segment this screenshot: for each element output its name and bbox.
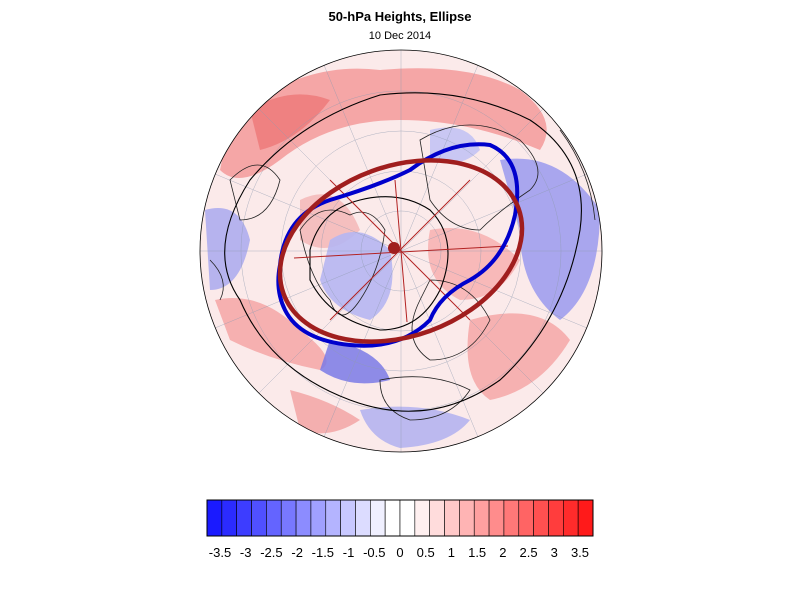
colorbar-swatch: [340, 499, 356, 537]
colorbar-tick-label: -0.5: [363, 545, 385, 560]
colorbar-swatch: [355, 499, 371, 537]
polar-map: [199, 49, 603, 453]
colorbar-frame: [206, 499, 594, 537]
colorbar-tick-label: 2: [499, 545, 506, 560]
colorbar-swatch: [310, 499, 327, 537]
colorbar-swatch: [518, 499, 534, 537]
colorbar-tick-label: 1: [448, 545, 455, 560]
colorbar-tick-label: -3: [240, 545, 252, 560]
colorbar-swatch: [459, 499, 475, 537]
positive-anomaly-region: [467, 313, 570, 400]
colorbar-tick-label: 2.5: [520, 545, 538, 560]
negative-anomaly-region: [205, 208, 250, 290]
colorbar-swatch: [533, 499, 549, 537]
colorbar-tick-label: 0: [396, 545, 403, 560]
colorbar-swatch: [429, 499, 445, 537]
colorbar-swatch: [548, 499, 564, 537]
colorbar-swatch: [236, 499, 252, 537]
colorbar-swatch: [503, 499, 520, 537]
colorbar-tick-label: -3.5: [209, 545, 231, 560]
negative-anomaly-region: [500, 158, 600, 320]
colorbar-tick-label: -1.5: [312, 545, 334, 560]
positive-anomaly-region: [428, 228, 520, 300]
negative-anomaly-region: [320, 232, 393, 320]
colorbar-swatch: [473, 499, 490, 537]
positive-anomaly-region: [290, 390, 360, 434]
colorbar-swatch: [488, 499, 505, 537]
map-date: 10 Dec 2014: [368, 30, 432, 42]
colorbar-swatch: [399, 499, 416, 537]
colorbar-swatch: [251, 499, 267, 537]
colorbar-tick-label: -2.5: [260, 545, 282, 560]
positive-anomaly-region: [250, 94, 330, 150]
colorbar-swatch: [444, 499, 460, 537]
height-contours: [224, 92, 582, 412]
colorbar-swatch: [414, 499, 430, 537]
colorbar-swatch: [280, 499, 297, 537]
ellipse-center-marker: [388, 242, 400, 254]
fitted-ellipse: [277, 158, 525, 344]
colorbar-swatches: [206, 499, 594, 537]
colorbar-swatch: [370, 499, 386, 537]
colorbar-swatch: [206, 499, 223, 537]
coastlines: [209, 124, 596, 421]
colorbar-swatch: [221, 499, 237, 537]
colorbar-tick-label: 1.5: [468, 545, 486, 560]
colorbar-swatch: [295, 499, 312, 537]
colorbar-tick-label: 3.5: [571, 545, 589, 560]
positive-anomaly-region: [215, 298, 327, 370]
colorbar-labels: -3.5 -3 -2.5 -2 -1.5 -1 -0.5 0 0.5 1 1.5 2 2.5 3 3.5: [209, 545, 589, 560]
colorbar-tick-label: 3: [551, 545, 558, 560]
colorbar-swatch: [384, 499, 401, 537]
negative-anomaly-region: [360, 406, 470, 448]
colorbar-tick-label: -2: [291, 545, 303, 560]
map-title: 50-hPa Heights, Ellipse: [328, 9, 472, 24]
observed-vortex-contour: [276, 142, 520, 348]
colorbar-tick-label: 0.5: [417, 545, 435, 560]
colorbar-swatch: [266, 499, 282, 537]
map-border: [199, 49, 603, 453]
colorbar-swatch: [577, 499, 594, 537]
colorbar-swatch: [325, 499, 341, 537]
colorbar-swatch: [563, 499, 579, 537]
colorbar-tick-label: -1: [343, 545, 355, 560]
